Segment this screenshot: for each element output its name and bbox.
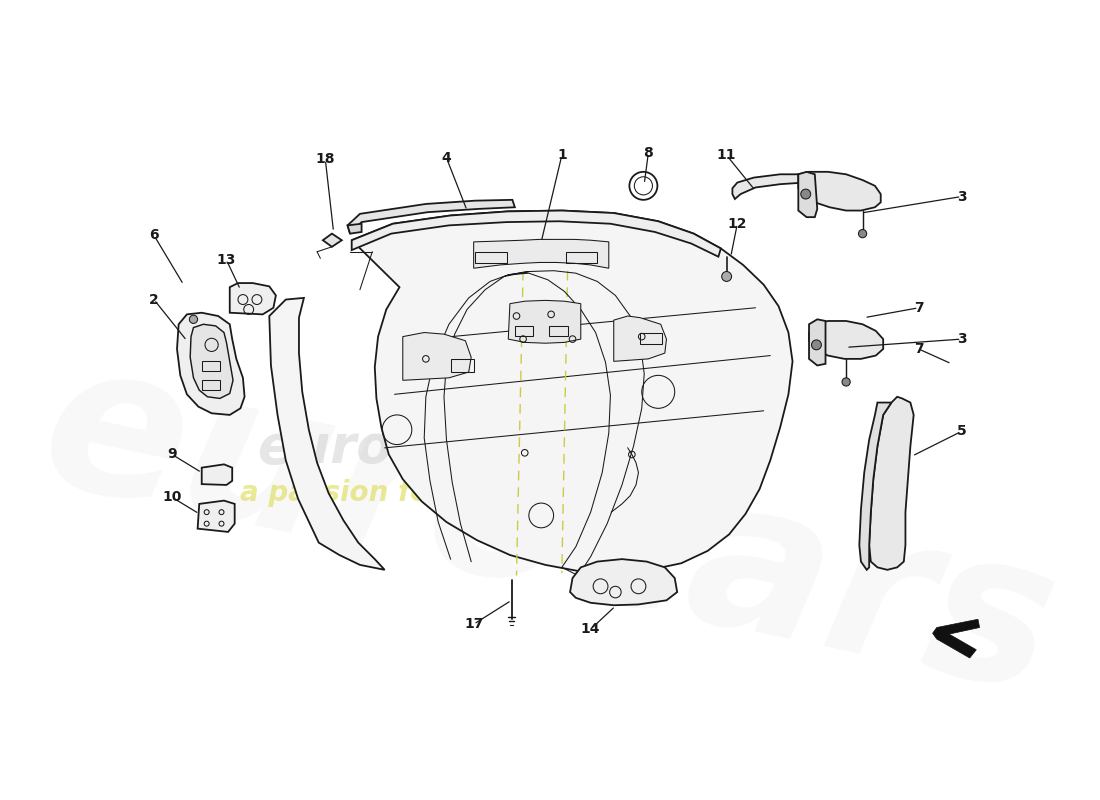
Polygon shape <box>869 397 914 570</box>
Polygon shape <box>508 300 581 343</box>
Text: 4: 4 <box>441 151 451 165</box>
Polygon shape <box>799 172 881 210</box>
Text: 3: 3 <box>957 332 966 346</box>
Bar <box>201 380 220 390</box>
Bar <box>475 252 507 263</box>
Polygon shape <box>474 239 608 268</box>
Text: 1: 1 <box>557 148 566 162</box>
Circle shape <box>858 230 867 238</box>
Polygon shape <box>570 559 678 606</box>
Text: 9: 9 <box>167 447 177 462</box>
Polygon shape <box>230 283 276 314</box>
Text: 8: 8 <box>644 146 653 160</box>
Polygon shape <box>352 210 792 573</box>
Polygon shape <box>270 298 385 570</box>
Text: 11: 11 <box>717 148 736 162</box>
Polygon shape <box>808 319 825 366</box>
Polygon shape <box>403 333 471 380</box>
Text: 10: 10 <box>163 490 182 504</box>
Text: 14: 14 <box>581 622 601 636</box>
Polygon shape <box>799 172 817 217</box>
Polygon shape <box>190 324 233 398</box>
Text: 17: 17 <box>464 618 483 631</box>
Circle shape <box>629 172 658 200</box>
Polygon shape <box>348 224 362 234</box>
Polygon shape <box>201 464 232 485</box>
Text: 7: 7 <box>914 342 923 356</box>
Text: 12: 12 <box>727 217 747 230</box>
Bar <box>550 326 568 336</box>
Polygon shape <box>808 321 883 359</box>
Polygon shape <box>733 174 806 199</box>
Polygon shape <box>933 619 980 658</box>
Bar <box>640 333 661 344</box>
Polygon shape <box>352 210 720 257</box>
Circle shape <box>812 340 822 350</box>
Polygon shape <box>323 234 342 247</box>
Circle shape <box>801 189 811 199</box>
Bar <box>451 359 474 372</box>
Polygon shape <box>177 313 244 415</box>
Polygon shape <box>198 501 234 532</box>
Text: 6: 6 <box>150 228 158 242</box>
Text: a passion for parts: a passion for parts <box>241 479 535 507</box>
Bar <box>565 252 597 263</box>
Circle shape <box>189 315 198 323</box>
Bar <box>201 362 220 371</box>
Polygon shape <box>614 316 667 362</box>
Text: 2: 2 <box>150 293 158 306</box>
Text: 18: 18 <box>316 153 336 166</box>
Text: eurocars: eurocars <box>257 422 517 474</box>
Polygon shape <box>348 200 515 234</box>
Text: 3: 3 <box>957 190 966 203</box>
Circle shape <box>842 378 850 386</box>
Bar <box>515 326 534 336</box>
Text: 5: 5 <box>957 424 966 438</box>
Text: eurocars: eurocars <box>26 325 1072 736</box>
Circle shape <box>722 271 732 282</box>
Polygon shape <box>859 402 891 570</box>
Text: 7: 7 <box>914 301 923 314</box>
Text: 13: 13 <box>217 253 236 267</box>
